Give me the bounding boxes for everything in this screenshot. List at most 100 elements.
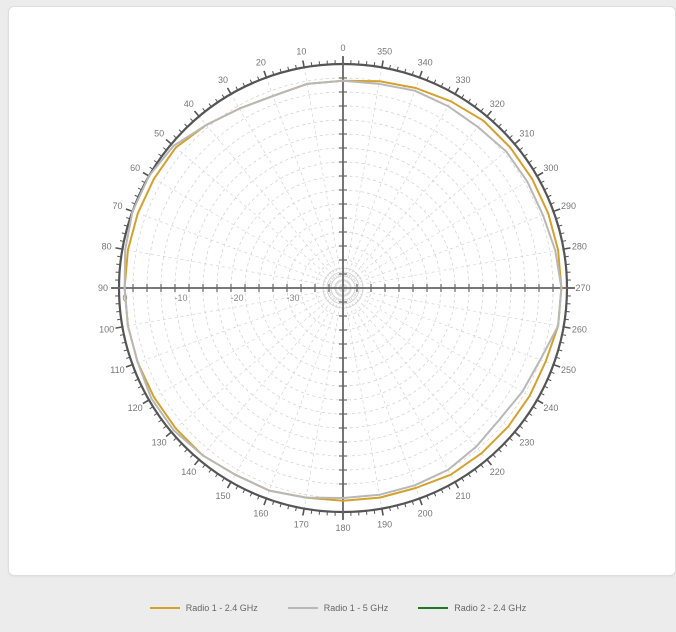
angle-label-120: 120: [128, 403, 143, 413]
grid-spoke: [198, 116, 344, 289]
outer-tick: [242, 489, 246, 494]
outer-tick: [418, 498, 423, 506]
legend-label-radio2-24: Radio 2 - 2.4 GHz: [454, 603, 527, 613]
grid-spoke: [342, 116, 488, 289]
outer-tick: [263, 70, 268, 78]
outer-tick: [158, 419, 163, 423]
radial-label: -30: [286, 293, 299, 303]
outer-tick: [564, 318, 569, 321]
outer-tick: [418, 70, 423, 78]
outer-tick: [480, 108, 484, 112]
grid-spoke: [342, 143, 515, 289]
outer-tick: [454, 481, 460, 489]
outer-tick: [498, 448, 502, 453]
outer-tick: [178, 443, 183, 447]
outer-tick: [558, 224, 563, 227]
outer-tick: [563, 247, 571, 250]
angle-label-150: 150: [215, 491, 230, 501]
outer-tick: [193, 459, 200, 466]
grid-spoke: [122, 248, 344, 289]
outer-tick: [121, 341, 126, 344]
outer-tick: [263, 498, 268, 506]
grid-spoke: [230, 287, 344, 483]
outer-tick: [519, 425, 523, 429]
legend: Radio 1 - 2.4 GHz Radio 1 - 5 GHz Radio …: [0, 596, 676, 620]
grid-spoke: [342, 287, 383, 509]
angle-label-130: 130: [152, 437, 167, 447]
outer-tick: [396, 505, 399, 510]
grid-spoke: [342, 287, 488, 460]
outer-tick: [123, 349, 128, 352]
outer-tick: [433, 79, 437, 84]
outer-tick: [547, 378, 552, 382]
outer-tick: [433, 492, 437, 497]
angle-label-50: 50: [154, 129, 164, 139]
outer-tick: [158, 153, 163, 157]
outer-tick: [454, 87, 460, 95]
outer-tick: [208, 103, 212, 108]
outer-tick: [235, 86, 239, 91]
outer-tick: [492, 454, 496, 458]
outer-tick: [123, 224, 128, 227]
outer-tick: [131, 202, 136, 205]
outer-tick: [540, 180, 545, 184]
outer-tick: [467, 98, 471, 103]
outer-tick: [235, 485, 239, 490]
outer-tick: [447, 485, 451, 490]
angle-label-190: 190: [377, 519, 392, 529]
angle-label-230: 230: [519, 437, 534, 447]
grid-spoke: [230, 93, 344, 289]
outer-tick: [492, 118, 496, 122]
outer-tick: [503, 129, 508, 133]
outer-tick: [295, 64, 297, 69]
outer-tick: [242, 82, 246, 87]
legend-item-radio1-5[interactable]: Radio 1 - 5 GHz: [287, 603, 388, 613]
outer-tick: [142, 399, 150, 405]
legend-item-radio1-24[interactable]: Radio 1 - 2.4 GHz: [149, 603, 258, 613]
outer-tick: [562, 334, 567, 336]
outer-tick: [190, 118, 194, 122]
outer-tick: [519, 147, 523, 151]
outer-tick: [295, 507, 297, 512]
outer-tick: [528, 412, 533, 416]
legend-item-radio2-24[interactable]: Radio 2 - 2.4 GHz: [418, 603, 526, 613]
outer-tick: [509, 437, 513, 441]
outer-tick: [134, 194, 139, 198]
outer-tick: [257, 76, 260, 81]
grid-spoke: [132, 211, 344, 289]
angle-label-330: 330: [455, 75, 470, 85]
outer-tick: [121, 232, 126, 235]
outer-tick: [249, 492, 253, 497]
outer-tick: [279, 68, 282, 73]
outer-tick: [553, 208, 561, 213]
outer-tick: [411, 500, 414, 505]
grid-spoke: [171, 287, 344, 433]
outer-tick: [486, 110, 493, 117]
outer-tick: [119, 240, 124, 242]
angle-label-320: 320: [490, 99, 505, 109]
angle-label-210: 210: [455, 491, 470, 501]
outer-tick: [131, 371, 136, 374]
grid-spoke: [342, 211, 554, 289]
outer-tick: [562, 240, 567, 242]
outer-tick: [381, 60, 384, 68]
grid-spoke: [148, 287, 344, 401]
outer-tick: [134, 378, 139, 382]
grid-spoke: [171, 143, 344, 289]
outer-tick: [550, 371, 555, 374]
outer-tick: [558, 349, 563, 352]
outer-tick: [544, 187, 549, 191]
outer-tick: [208, 468, 212, 473]
outer-tick: [142, 171, 150, 177]
outer-tick: [165, 431, 172, 438]
outer-tick: [536, 171, 544, 177]
grid-spoke: [342, 287, 420, 499]
grid-spoke: [148, 175, 344, 289]
angle-label-160: 160: [253, 509, 268, 519]
angle-label-350: 350: [377, 47, 392, 57]
outer-tick: [287, 66, 290, 71]
outer-tick: [184, 123, 188, 128]
grid-spoke: [266, 77, 344, 289]
grid-spoke: [198, 287, 344, 460]
